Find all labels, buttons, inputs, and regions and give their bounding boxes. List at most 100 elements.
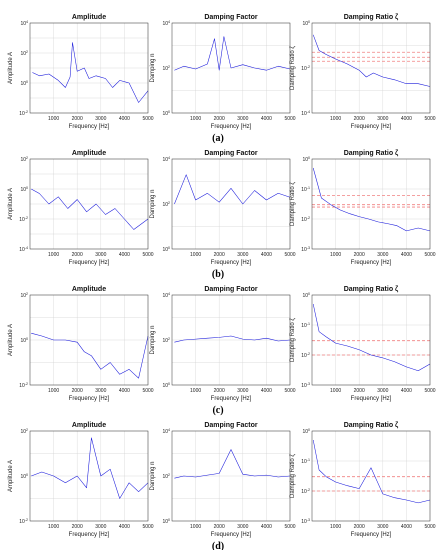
y-tick-label: 100 xyxy=(162,382,170,389)
x-tick-label: 5000 xyxy=(142,252,153,258)
y-tick-label: 10-2 xyxy=(19,110,28,117)
row-label: (d) xyxy=(212,541,224,550)
subplot-title: Damping Factor xyxy=(204,422,258,429)
x-tick-label: 3000 xyxy=(95,388,106,394)
x-axis-label: Frequency [Hz] xyxy=(69,396,110,402)
axes-frame xyxy=(311,294,431,386)
y-tick-label: 102 xyxy=(162,473,170,480)
x-tick-label: 3000 xyxy=(237,524,248,530)
series-line xyxy=(174,174,291,205)
subplot-title: Amplitude xyxy=(72,14,106,21)
x-tick-label: 5000 xyxy=(284,388,295,394)
x-tick-label: 2000 xyxy=(354,524,365,530)
x-axis-label: Frequency [Hz] xyxy=(69,260,110,266)
row-label: (b) xyxy=(212,269,224,280)
x-tick-label: 2000 xyxy=(214,524,225,530)
y-tick-label: 104 xyxy=(20,20,28,27)
y-tick-label: 100 xyxy=(20,337,28,344)
y-axis-label: Damping n xyxy=(150,189,156,218)
y-tick-label: 100 xyxy=(302,20,310,27)
subplot-c-2: 1000 2000 3000 4000 5000 100 102 104 Damping Fac… xyxy=(150,286,296,402)
y-tick-label: 104 xyxy=(162,20,170,27)
subplot-a-3: 1000 2000 3000 4000 5000 10-4 10-2 100 Damping R… xyxy=(290,14,436,130)
x-tick-label: 3000 xyxy=(377,116,388,122)
y-tick-label: 102 xyxy=(162,337,170,344)
series-line xyxy=(312,439,431,504)
y-tick-label: 102 xyxy=(162,201,170,208)
x-tick-label: 2000 xyxy=(214,252,225,258)
x-tick-label: 1000 xyxy=(190,116,201,122)
y-axis-label: Damping n xyxy=(150,461,156,490)
x-tick-label: 3000 xyxy=(95,524,106,530)
y-axis-label: Amplitude A xyxy=(8,52,14,84)
y-tick-label: 102 xyxy=(20,292,28,299)
y-tick-label: 10-3 xyxy=(301,518,310,525)
y-tick-label: 10-3 xyxy=(301,382,310,389)
y-tick-label: 102 xyxy=(20,156,28,163)
plot-area xyxy=(312,431,430,521)
x-axis-label: Frequency [Hz] xyxy=(69,532,110,538)
x-tick-label: 1000 xyxy=(330,524,341,530)
x-tick-label: 2000 xyxy=(214,116,225,122)
subplot-title: Damping Factor xyxy=(204,286,258,293)
y-tick-label: 104 xyxy=(162,428,170,435)
x-tick-label: 2000 xyxy=(72,524,83,530)
y-tick-label: 10-1 xyxy=(301,186,310,193)
y-axis-label: Damping n xyxy=(150,53,156,82)
x-tick-label: 4000 xyxy=(401,252,412,258)
x-tick-label: 3000 xyxy=(237,116,248,122)
x-tick-label: 1000 xyxy=(330,252,341,258)
x-tick-label: 4000 xyxy=(261,388,272,394)
x-tick-label: 5000 xyxy=(142,388,153,394)
y-tick-label: 10-1 xyxy=(301,458,310,465)
x-tick-label: 5000 xyxy=(284,252,295,258)
x-tick-label: 2000 xyxy=(354,388,365,394)
y-axis-label: Damping Ratio ζ xyxy=(290,182,296,226)
y-tick-label: 100 xyxy=(302,428,310,435)
x-tick-label: 4000 xyxy=(119,116,130,122)
x-tick-label: 2000 xyxy=(72,388,83,394)
x-axis-label: Frequency [Hz] xyxy=(351,260,392,266)
plot-area xyxy=(312,295,430,385)
axes-frame xyxy=(171,22,291,114)
x-tick-label: 5000 xyxy=(142,524,153,530)
x-tick-label: 5000 xyxy=(424,524,435,530)
x-tick-label: 4000 xyxy=(261,524,272,530)
y-tick-label: 10-3 xyxy=(301,246,310,253)
subplot-title: Amplitude xyxy=(72,422,106,429)
row-label: (c) xyxy=(212,405,223,416)
x-tick-label: 2000 xyxy=(354,252,365,258)
x-tick-label: 1000 xyxy=(48,388,59,394)
subplot-title: Amplitude xyxy=(72,150,106,157)
x-tick-label: 1000 xyxy=(190,252,201,258)
y-tick-label: 100 xyxy=(20,186,28,193)
subplot-title: Damping Ratio ζ xyxy=(344,286,399,293)
axes-frame xyxy=(171,430,291,522)
subplot-b-1: 1000 2000 3000 4000 5000 10-4 10-2 100 102 Amplit… xyxy=(8,150,154,266)
x-tick-label: 2000 xyxy=(72,116,83,122)
y-tick-label: 100 xyxy=(20,473,28,480)
subplot-b-3: 1000 2000 3000 4000 5000 10-3 10-2 10-1 100 Dampi… xyxy=(290,150,436,266)
series-line xyxy=(174,335,291,343)
series-line xyxy=(312,34,431,87)
x-tick-label: 4000 xyxy=(261,116,272,122)
x-tick-label: 3000 xyxy=(377,388,388,394)
x-axis-label: Frequency [Hz] xyxy=(211,124,252,130)
axes-frame xyxy=(29,430,149,522)
axes-frame xyxy=(311,22,431,114)
series-line xyxy=(31,188,149,230)
x-tick-label: 1000 xyxy=(48,524,59,530)
series-line xyxy=(32,42,149,103)
y-tick-label: 10-4 xyxy=(19,246,28,253)
x-tick-label: 2000 xyxy=(354,116,365,122)
y-tick-label: 10-2 xyxy=(301,488,310,495)
series-line xyxy=(174,449,291,479)
axes-frame xyxy=(311,158,431,250)
x-tick-label: 4000 xyxy=(261,252,272,258)
x-tick-label: 3000 xyxy=(237,388,248,394)
x-tick-label: 4000 xyxy=(401,116,412,122)
subplot-c-1: 1000 2000 3000 4000 5000 10-2 100 102 Amplitude F… xyxy=(8,286,154,402)
axes-frame xyxy=(311,430,431,522)
y-axis-label: Damping Ratio ζ xyxy=(290,318,296,362)
